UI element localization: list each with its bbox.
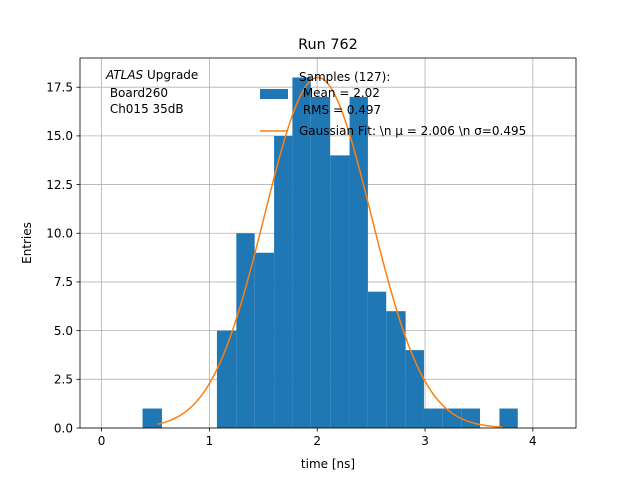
y-tick-label: 0.0 [54, 421, 73, 435]
histogram-bar [442, 408, 462, 428]
y-axis-ticks: 0.0 2.5 5.0 7.5 10.0 12.5 15.0 17.5 [46, 81, 80, 435]
histogram-bar [236, 233, 255, 428]
annotation-line-1-rest: Upgrade [143, 68, 198, 82]
x-tick-label: 1 [206, 434, 214, 448]
histogram-bar [349, 96, 368, 429]
x-tick-label: 4 [529, 434, 537, 448]
histogram-bar [254, 252, 275, 428]
annotation-line-3: Ch015 35dB [106, 102, 184, 116]
legend-samples-line-3: RMS = 0.497 [299, 103, 381, 117]
y-tick-label: 17.5 [46, 81, 73, 95]
x-axis-ticks: 0 1 2 3 4 [98, 428, 537, 448]
annotation-italic-text: ATLAS [105, 68, 144, 82]
y-tick-label: 5.0 [54, 324, 73, 338]
legend-samples-line-1: Samples (127): [299, 70, 390, 84]
histogram-bar [423, 408, 443, 428]
histogram-bar [461, 408, 481, 428]
y-tick-label: 7.5 [54, 275, 73, 289]
histogram-bar [330, 155, 350, 429]
y-tick-label: 12.5 [46, 178, 73, 192]
legend-samples-line-2: Mean = 2.02 [299, 86, 380, 100]
histogram-bar [367, 291, 387, 428]
x-tick-label: 3 [421, 434, 429, 448]
legend-samples-swatch [260, 89, 288, 99]
histogram-bar [142, 408, 162, 428]
annotation-line-2: Board260 [106, 86, 168, 100]
histogram-bar [386, 311, 406, 428]
gaussian-fit-curve [157, 76, 503, 428]
y-axis-label: Entries [20, 222, 34, 264]
annotation-line-1: ATLAS Upgrade [105, 68, 198, 82]
x-tick-label: 2 [313, 434, 321, 448]
x-axis-label: time [ns] [301, 457, 355, 471]
legend-fit-label: Gaussian Fit: \n μ = 2.006 \n σ=0.495 [299, 124, 526, 138]
y-tick-label: 15.0 [46, 129, 73, 143]
plot-frame [79, 57, 577, 429]
histogram-bar [499, 408, 518, 428]
y-tick-label: 2.5 [54, 373, 73, 387]
histogram-bar [292, 77, 311, 428]
histogram-bar [274, 135, 293, 429]
histogram-bar [310, 96, 331, 429]
gaussian-fit-layer [157, 76, 503, 428]
atlas-annotation: ATLAS Upgrade Board260 Ch015 35dB [105, 68, 198, 116]
y-tick-label: 10.0 [46, 227, 73, 241]
histogram-bar [216, 330, 237, 428]
histogram-bars [142, 77, 518, 429]
x-tick-label: 0 [98, 434, 106, 448]
legend: Samples (127): Mean = 2.02 RMS = 0.497 G… [260, 70, 526, 138]
chart-title: Run 762 [298, 37, 358, 53]
